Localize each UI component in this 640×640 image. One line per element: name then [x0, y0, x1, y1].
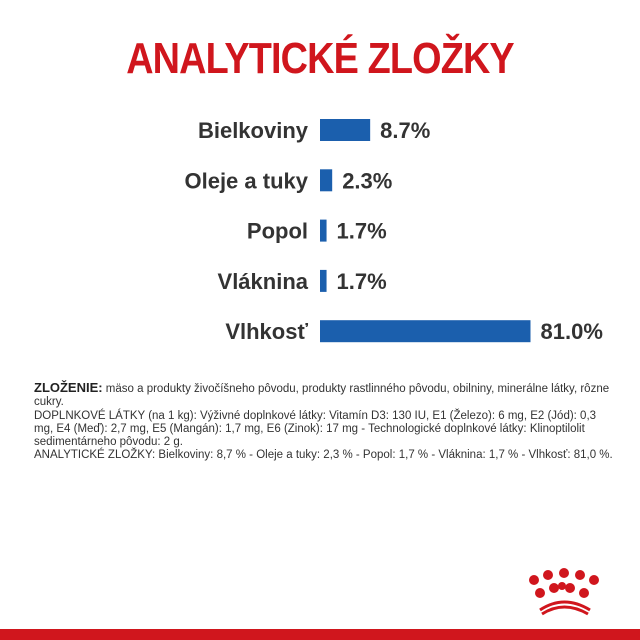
bar [320, 320, 531, 343]
value-label: 81.0% [541, 319, 603, 344]
composition-label: ZLOŽENIE: [34, 380, 103, 395]
category-label: Oleje a tuky [184, 168, 308, 193]
analytical-text: ANALYTICKÉ ZLOŽKY: Bielkoviny: 8,7 % - O… [34, 449, 613, 462]
category-label: Popol [247, 219, 308, 244]
value-label: 1.7% [337, 219, 387, 244]
bottom-brand-bar [0, 629, 640, 640]
composition-text: ZLOŽENIE: mäso a produkty živočíšneho pô… [34, 381, 614, 463]
bar [320, 169, 333, 192]
category-label: Vlhkosť [225, 319, 308, 344]
royal-canin-logo [529, 568, 599, 616]
bar [320, 219, 327, 242]
value-label: 2.3% [342, 168, 392, 193]
composition-ingredients: mäso a produkty živočíšneho pôvodu, prod… [34, 383, 610, 409]
chart-title: ANALYTICKÉ ZLOŽKY [126, 34, 514, 83]
value-label: 1.7% [337, 269, 387, 294]
value-label: 8.7% [380, 118, 430, 143]
bar-chart: Bielkoviny 8.7% Oleje a tuky 2.3% Popol 1.7% V… [184, 118, 603, 344]
bar [320, 119, 371, 141]
category-label: Vláknina [218, 269, 309, 294]
bar [320, 269, 327, 292]
category-label: Bielkoviny [198, 118, 309, 143]
additives-text: DOPLNKOVÉ LÁTKY (na 1 kg): Výživné dopln… [34, 409, 597, 449]
